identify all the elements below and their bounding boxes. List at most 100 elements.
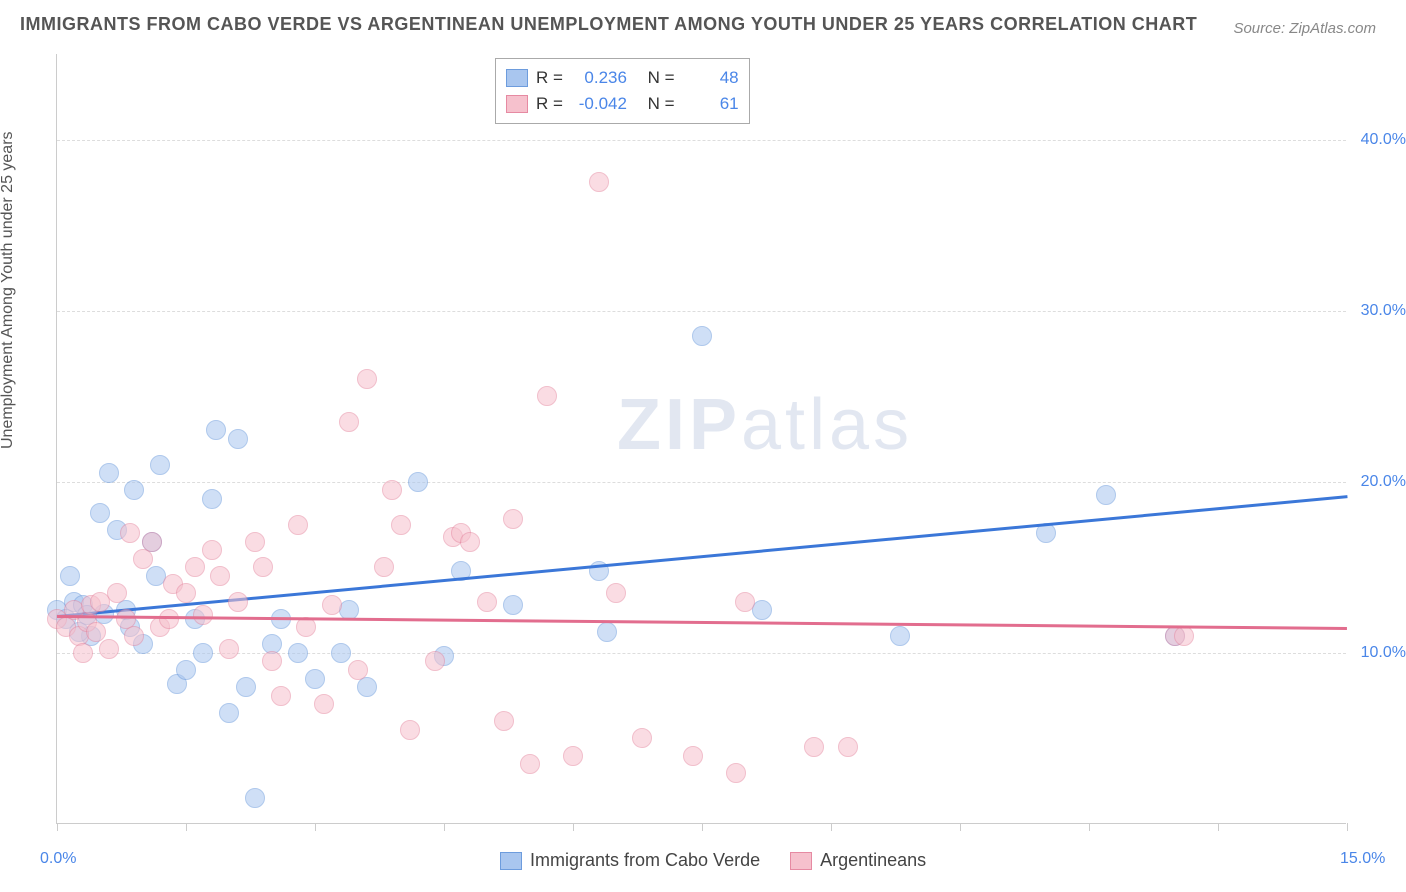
gridline-h bbox=[57, 140, 1346, 141]
scatter-point-series2 bbox=[632, 728, 652, 748]
trendline-series2 bbox=[57, 615, 1347, 630]
scatter-point-series2 bbox=[494, 711, 514, 731]
xtick-mark bbox=[1218, 823, 1219, 831]
xtick-mark bbox=[573, 823, 574, 831]
scatter-point-series1 bbox=[90, 503, 110, 523]
scatter-point-series1 bbox=[99, 463, 119, 483]
scatter-point-series1 bbox=[193, 643, 213, 663]
scatter-point-series1 bbox=[890, 626, 910, 646]
scatter-point-series2 bbox=[176, 583, 196, 603]
scatter-point-series1 bbox=[150, 455, 170, 475]
scatter-point-series2 bbox=[185, 557, 205, 577]
scatter-point-series2 bbox=[400, 720, 420, 740]
scatter-point-series2 bbox=[606, 583, 626, 603]
r-label: R = bbox=[536, 68, 563, 88]
scatter-point-series2 bbox=[374, 557, 394, 577]
watermark-light: atlas bbox=[741, 385, 913, 465]
scatter-point-series1 bbox=[692, 326, 712, 346]
scatter-point-series2 bbox=[219, 639, 239, 659]
trendline-series1 bbox=[57, 495, 1347, 618]
scatter-point-series2 bbox=[838, 737, 858, 757]
xtick-label-right: 15.0% bbox=[1340, 850, 1385, 868]
scatter-point-series2 bbox=[245, 532, 265, 552]
scatter-point-series1 bbox=[124, 480, 144, 500]
ytick-label: 20.0% bbox=[1361, 473, 1406, 491]
stats-row-series1: R = 0.236 N = 48 bbox=[506, 65, 739, 91]
scatter-point-series2 bbox=[86, 622, 106, 642]
r-label: R = bbox=[536, 94, 563, 114]
swatch-series1 bbox=[506, 69, 528, 87]
legend-label-series2: Argentineans bbox=[820, 850, 926, 871]
scatter-point-series1 bbox=[1096, 485, 1116, 505]
scatter-point-series2 bbox=[460, 532, 480, 552]
scatter-point-series2 bbox=[133, 549, 153, 569]
scatter-point-series2 bbox=[425, 651, 445, 671]
n-label: N = bbox=[648, 94, 675, 114]
scatter-point-series2 bbox=[477, 592, 497, 612]
scatter-point-series1 bbox=[288, 643, 308, 663]
scatter-point-series2 bbox=[120, 523, 140, 543]
ytick-label: 30.0% bbox=[1361, 302, 1406, 320]
scatter-point-series2 bbox=[339, 412, 359, 432]
scatter-point-series2 bbox=[520, 754, 540, 774]
gridline-h bbox=[57, 482, 1346, 483]
watermark-bold: ZIP bbox=[617, 385, 741, 465]
scatter-point-series1 bbox=[305, 669, 325, 689]
xtick-mark bbox=[444, 823, 445, 831]
scatter-point-series1 bbox=[60, 566, 80, 586]
source-attribution: Source: ZipAtlas.com bbox=[1233, 20, 1376, 37]
gridline-h bbox=[57, 653, 1346, 654]
legend-label-series1: Immigrants from Cabo Verde bbox=[530, 850, 760, 871]
xtick-mark bbox=[1347, 823, 1348, 831]
scatter-point-series2 bbox=[391, 515, 411, 535]
scatter-point-series1 bbox=[503, 595, 523, 615]
scatter-point-series2 bbox=[253, 557, 273, 577]
chart-title: IMMIGRANTS FROM CABO VERDE VS ARGENTINEA… bbox=[20, 14, 1197, 35]
scatter-point-series1 bbox=[202, 489, 222, 509]
scatter-point-series2 bbox=[202, 540, 222, 560]
xtick-mark bbox=[702, 823, 703, 831]
scatter-point-series2 bbox=[193, 605, 213, 625]
scatter-point-series1 bbox=[176, 660, 196, 680]
xtick-mark bbox=[1089, 823, 1090, 831]
scatter-point-series2 bbox=[382, 480, 402, 500]
ytick-label: 10.0% bbox=[1361, 644, 1406, 662]
swatch-series1-bottom bbox=[500, 852, 522, 870]
scatter-point-series2 bbox=[503, 509, 523, 529]
scatter-point-series1 bbox=[219, 703, 239, 723]
n-label: N = bbox=[648, 68, 675, 88]
chart-plot-area: ZIPatlas 10.0%20.0%30.0%40.0% bbox=[56, 54, 1346, 824]
scatter-point-series2 bbox=[348, 660, 368, 680]
r-value-series2: -0.042 bbox=[571, 94, 627, 114]
swatch-series2 bbox=[506, 95, 528, 113]
xtick-mark bbox=[315, 823, 316, 831]
scatter-point-series1 bbox=[228, 429, 248, 449]
scatter-point-series1 bbox=[236, 677, 256, 697]
stats-legend-box: R = 0.236 N = 48 R = -0.042 N = 61 bbox=[495, 58, 750, 124]
scatter-point-series2 bbox=[124, 626, 144, 646]
scatter-point-series1 bbox=[331, 643, 351, 663]
xtick-mark bbox=[831, 823, 832, 831]
n-value-series1: 48 bbox=[683, 68, 739, 88]
scatter-point-series2 bbox=[589, 172, 609, 192]
scatter-point-series1 bbox=[245, 788, 265, 808]
scatter-point-series2 bbox=[107, 583, 127, 603]
scatter-point-series2 bbox=[357, 369, 377, 389]
scatter-point-series2 bbox=[288, 515, 308, 535]
scatter-point-series2 bbox=[322, 595, 342, 615]
scatter-point-series1 bbox=[408, 472, 428, 492]
legend-item-series2: Argentineans bbox=[790, 850, 926, 871]
scatter-point-series1 bbox=[206, 420, 226, 440]
y-axis-label: Unemployment Among Youth under 25 years bbox=[0, 131, 17, 449]
scatter-point-series1 bbox=[357, 677, 377, 697]
scatter-point-series2 bbox=[271, 686, 291, 706]
scatter-point-series2 bbox=[142, 532, 162, 552]
scatter-point-series2 bbox=[262, 651, 282, 671]
scatter-point-series1 bbox=[597, 622, 617, 642]
xtick-mark bbox=[57, 823, 58, 831]
xtick-mark bbox=[960, 823, 961, 831]
gridline-h bbox=[57, 311, 1346, 312]
scatter-point-series2 bbox=[735, 592, 755, 612]
bottom-legend: Immigrants from Cabo Verde Argentineans bbox=[500, 850, 926, 871]
n-value-series2: 61 bbox=[683, 94, 739, 114]
